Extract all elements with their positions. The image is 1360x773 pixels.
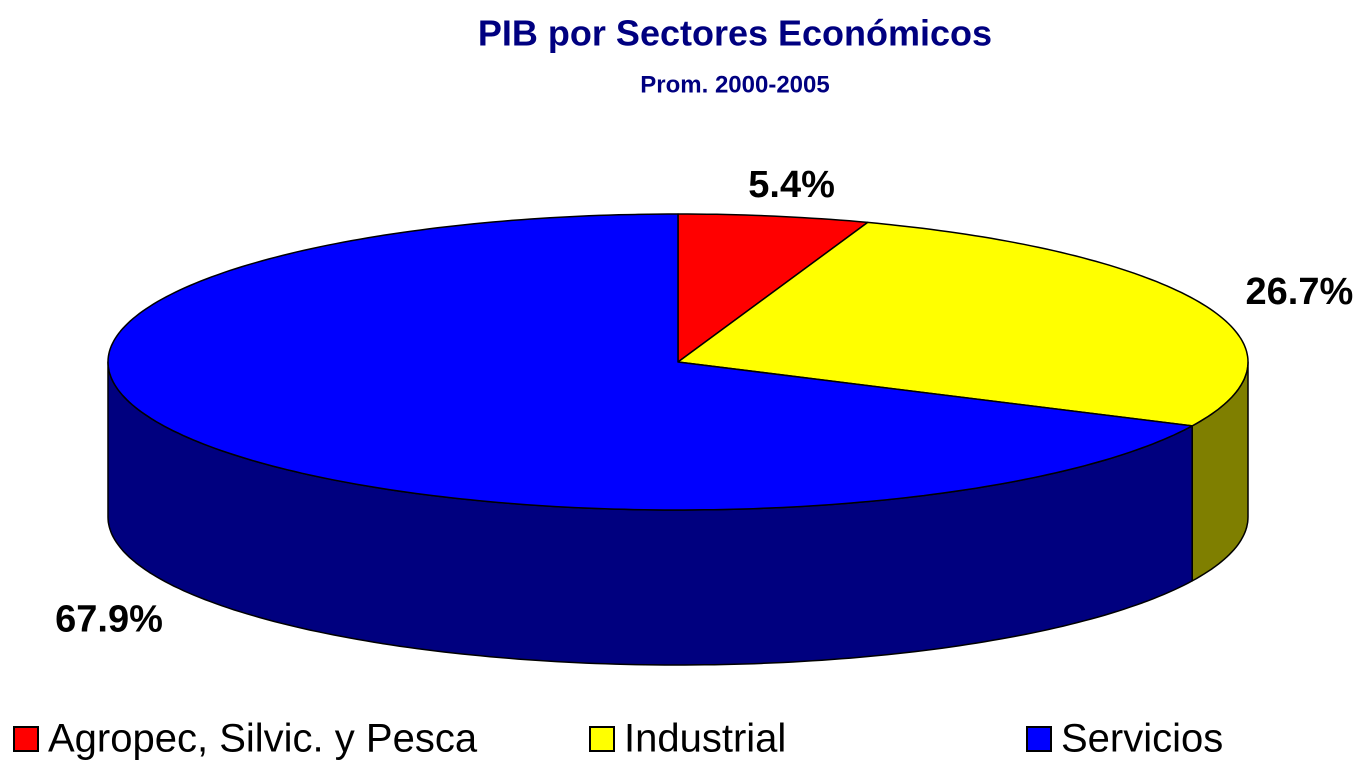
legend-swatch [1026, 726, 1052, 752]
data-label: 5.4% [748, 164, 835, 206]
pie-slice [677, 221, 1249, 427]
legend-swatch [589, 726, 615, 752]
legend-label: Servicios [1061, 717, 1223, 761]
data-label: 67.9% [55, 599, 163, 641]
legend-label: Industrial [624, 717, 786, 761]
legend-label: Agropec, Silvic. y Pesca [48, 717, 478, 761]
pie-slice [677, 213, 869, 363]
chart-subtitle: Prom. 2000-2005 [640, 71, 829, 98]
pie-slice [107, 213, 1193, 511]
legend-swatch [13, 726, 39, 752]
data-label: 26.7% [1246, 271, 1354, 313]
chart-title: PIB por Sectores Económicos [478, 13, 992, 54]
